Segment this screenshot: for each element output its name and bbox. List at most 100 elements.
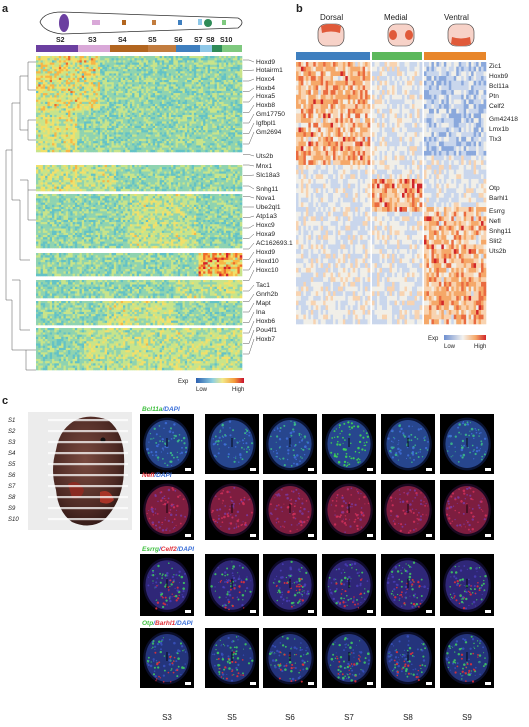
column-label: S5 xyxy=(227,713,237,722)
section-label: S2 xyxy=(56,37,65,44)
embryo-section-labels: S1 S2 S3 S4 S5 S6 S7 S8 S9 S10 xyxy=(8,418,19,523)
fluorescence-image xyxy=(440,554,494,616)
embryo-section-label: S9 xyxy=(8,506,16,512)
gene-label: Barhl1 xyxy=(489,195,508,202)
column-label: S7 xyxy=(344,713,354,722)
section-label: S6 xyxy=(174,37,183,44)
section-line xyxy=(48,452,128,455)
section-bar-segment xyxy=(148,45,176,52)
legend-a: Exp Low High xyxy=(178,378,244,393)
gene-label: Hoxb9 xyxy=(489,73,508,80)
gene-label: Nefl xyxy=(489,218,501,225)
fluorescence-image xyxy=(381,414,435,474)
fluorescence-image xyxy=(440,480,494,540)
section-line xyxy=(48,507,128,510)
gene-label: Hoxd9 xyxy=(256,249,275,256)
panel-a-label: a xyxy=(2,3,9,15)
group-bar-segment xyxy=(424,52,486,60)
legend-b-low: Low xyxy=(444,344,456,350)
gene-labels-b: Zic1 Hoxb9 Bcl11a Ptn Celf2 Gm42418 Lmx1b Tlx3 O… xyxy=(489,63,518,255)
embryo-section-label: S7 xyxy=(8,484,16,490)
section-bar-segment xyxy=(200,45,212,52)
fluorescence-image xyxy=(440,414,494,474)
fluorescence-image xyxy=(381,554,435,616)
section-line xyxy=(48,441,128,444)
medial-icon xyxy=(387,23,415,47)
section-label: S8 xyxy=(206,37,215,44)
embryo-photo xyxy=(28,412,132,530)
gene-label: Snhg11 xyxy=(256,186,279,193)
gene-label: Slit2 xyxy=(489,238,502,245)
gene-label: Tlx3 xyxy=(489,136,502,143)
gene-label: Hoxd10 xyxy=(256,258,279,265)
gene-label: Pou4f1 xyxy=(256,327,277,334)
gene-label: Hoxc10 xyxy=(256,267,279,274)
legend-b: Exp Low High xyxy=(428,335,486,350)
gene-label: Hoxb8 xyxy=(256,102,275,109)
section-column-labels: S3 S5 S6 S7 S8 S9 xyxy=(162,713,472,722)
fluorescence-image xyxy=(205,554,259,616)
gene-label: Atp1a3 xyxy=(256,213,277,220)
group-label: Ventral xyxy=(444,13,469,22)
gene-label: Hoxa9 xyxy=(256,231,275,238)
gene-label: Uts2b xyxy=(489,248,507,255)
section-line xyxy=(48,463,128,466)
gene-label: Hoxd9 xyxy=(256,59,275,66)
fluorescence-image xyxy=(322,628,376,688)
gene-label: Hotairm1 xyxy=(256,67,283,74)
embryo-section-label: S3 xyxy=(8,440,16,446)
column-label: S6 xyxy=(285,713,295,722)
group-bar-segment xyxy=(296,52,370,60)
gene-label: Zic1 xyxy=(489,63,502,70)
legend-a-high: High xyxy=(232,387,244,393)
section-line xyxy=(48,496,128,499)
staining-row-label: Nefl/DAPI xyxy=(142,472,172,479)
gene-label: Gm17750 xyxy=(256,111,285,118)
section-label: S4 xyxy=(118,37,127,44)
row-dendrogram xyxy=(5,61,36,371)
embryo-section-label: S10 xyxy=(8,517,19,523)
fluorescence-image xyxy=(140,480,194,540)
section-label: S5 xyxy=(148,37,157,44)
fluorescence-image xyxy=(140,414,194,474)
dorsal-icon xyxy=(317,23,345,47)
gene-label: Ube2ql1 xyxy=(256,204,281,211)
legend-a-title: Exp xyxy=(178,379,189,385)
fluorescence-image-grid xyxy=(140,414,494,688)
fluorescence-image xyxy=(205,414,259,474)
gene-label: Otp xyxy=(489,185,500,192)
staining-row-label: Otp/Barhl1/DAPI xyxy=(142,620,193,627)
section-labels: S2 S3 S4 S5 S6 S7 S8 S10 xyxy=(56,37,233,44)
panel-b-label: b xyxy=(296,3,303,15)
gene-label: Slc18a3 xyxy=(256,172,280,179)
group-labels: Dorsal Medial Ventral xyxy=(320,13,469,22)
legend-b-title: Exp xyxy=(428,336,439,342)
gene-label: AC162693.1 xyxy=(256,240,293,247)
spinal-cross-section-icons xyxy=(317,23,475,47)
gene-label: Hoxb7 xyxy=(256,336,275,343)
gene-label: Uts2b xyxy=(256,153,274,160)
ventral-icon xyxy=(447,23,475,47)
gene-label: Nova1 xyxy=(256,195,275,202)
fluorescence-image xyxy=(205,628,259,688)
section-bar-segment xyxy=(212,45,222,52)
section-label: S10 xyxy=(220,37,233,44)
fluorescence-image xyxy=(381,628,435,688)
fluorescence-image xyxy=(322,480,376,540)
gene-label: Hoxa5 xyxy=(256,93,275,100)
gene-label: Celf2 xyxy=(489,103,505,110)
group-label: Dorsal xyxy=(320,13,343,22)
fluorescence-image xyxy=(263,628,317,688)
section-line xyxy=(48,474,128,477)
column-label: S3 xyxy=(162,713,172,722)
column-label: S8 xyxy=(403,713,413,722)
fluorescence-image xyxy=(440,628,494,688)
gene-label: Bcl11a xyxy=(489,83,509,90)
embryo-section-label: S5 xyxy=(8,462,16,468)
panel-c-label: c xyxy=(2,395,8,407)
section-bar-segment xyxy=(78,45,110,52)
section-color-bar xyxy=(36,45,242,52)
gene-label: Ptn xyxy=(489,93,499,100)
column-label: S9 xyxy=(462,713,472,722)
